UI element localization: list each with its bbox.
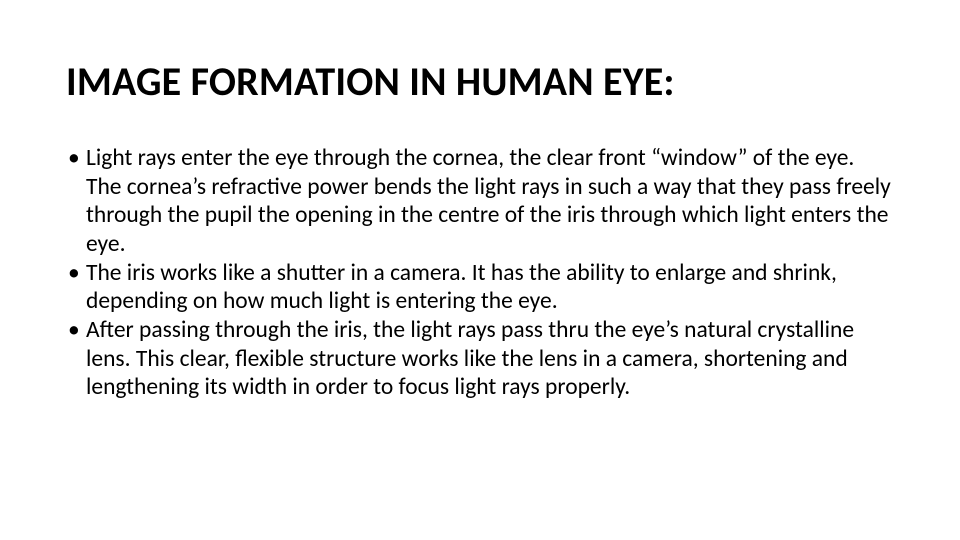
- bullet-text: The iris works like a shutter in a camer…: [86, 259, 894, 316]
- bullet-marker: •: [66, 259, 86, 288]
- bullet-text: Light rays enter the eye through the cor…: [86, 144, 894, 259]
- list-item: • The iris works like a shutter in a cam…: [66, 259, 894, 316]
- bullet-text: After passing through the iris, the ligh…: [86, 316, 894, 402]
- bullet-marker: •: [66, 144, 86, 173]
- slide-title: IMAGE FORMATION IN HUMAN EYE:: [66, 60, 894, 104]
- slide-container: IMAGE FORMATION IN HUMAN EYE: • Light ra…: [0, 0, 960, 540]
- list-item: • After passing through the iris, the li…: [66, 316, 894, 402]
- list-item: • Light rays enter the eye through the c…: [66, 144, 894, 259]
- bullet-list: • Light rays enter the eye through the c…: [66, 144, 894, 402]
- bullet-marker: •: [66, 316, 86, 345]
